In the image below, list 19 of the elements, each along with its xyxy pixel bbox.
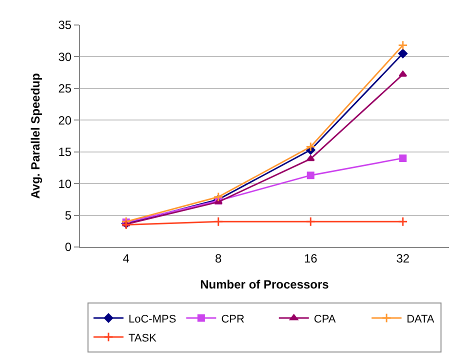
legend-label: CPA <box>314 313 336 326</box>
x-tick-label: 4 <box>122 251 130 266</box>
y-tick-label: 10 <box>58 176 72 191</box>
x-axis-title: Number of Processors <box>200 277 330 292</box>
y-tick-label: 25 <box>58 82 72 96</box>
x-tick-label: 16 <box>304 251 318 266</box>
legend-label: LoC-MPS <box>128 313 176 326</box>
legend-label: DATA <box>406 313 435 326</box>
y-axis-title: Avg. Parallel Speedup <box>28 73 43 199</box>
y-tick-label: 30 <box>58 50 72 64</box>
x-tick-label: 32 <box>396 251 410 266</box>
y-tick-label: 35 <box>58 18 72 32</box>
legend-label: CPR <box>221 313 244 326</box>
y-tick-label: 15 <box>58 145 72 160</box>
y-tick-label: 0 <box>64 240 72 254</box>
x-tick-label: 8 <box>215 251 222 266</box>
y-tick-label: 20 <box>58 113 72 128</box>
y-tick-label: 5 <box>64 208 72 222</box>
legend-label: TASK <box>128 332 158 344</box>
